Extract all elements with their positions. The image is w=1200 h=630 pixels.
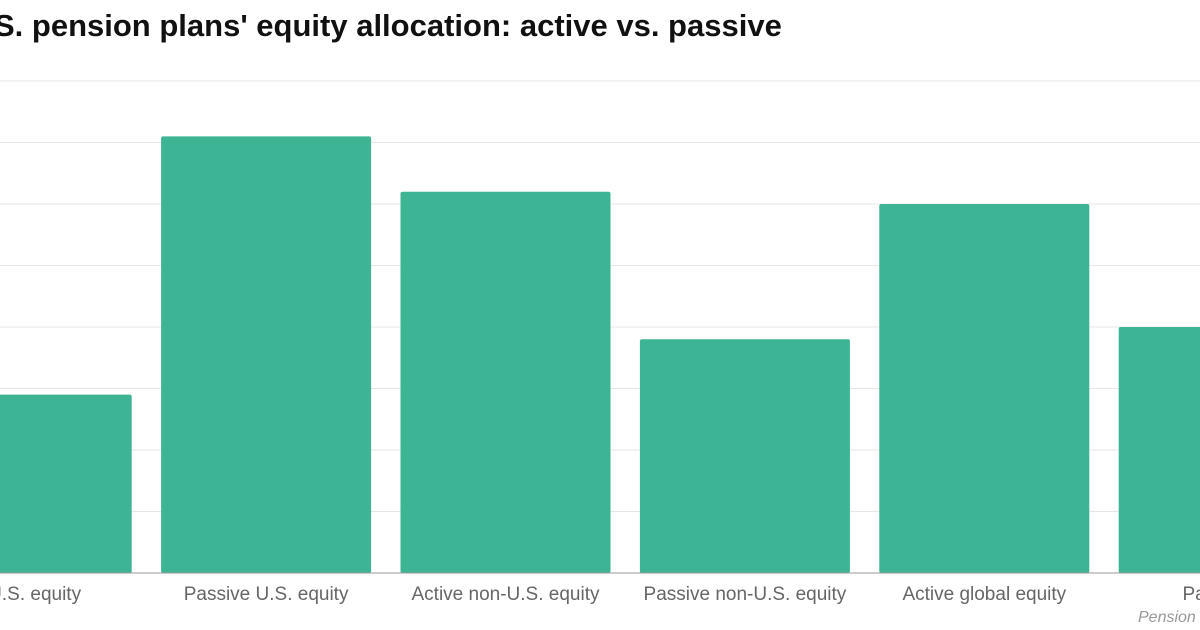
x-tick-label: Active non-U.S. equity — [412, 584, 600, 605]
x-tick-label: Active global equity — [902, 584, 1066, 605]
bar — [161, 136, 372, 573]
bar — [639, 339, 850, 573]
x-tick-label: Passive non-U.S. equity — [644, 584, 847, 605]
bar — [400, 191, 611, 573]
x-tick-label: Passive g — [1183, 584, 1200, 605]
x-tick-label: e U.S. equity — [0, 584, 82, 605]
x-tick-label: Passive U.S. equity — [184, 584, 349, 605]
source: Pension — [1138, 609, 1196, 626]
bar — [1118, 327, 1200, 573]
bar — [0, 394, 132, 573]
bar — [879, 204, 1090, 573]
chart-title: S. pension plans' equity allocation: act… — [0, 8, 782, 43]
